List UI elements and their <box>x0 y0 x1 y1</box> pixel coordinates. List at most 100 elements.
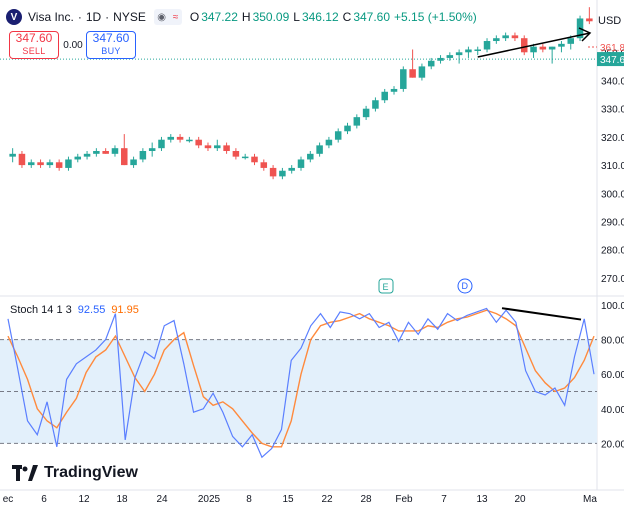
price-tick-label: 280.00 <box>601 246 624 257</box>
candle-body <box>46 162 54 166</box>
candle-body <box>111 148 119 154</box>
candle-body <box>409 69 416 78</box>
time-axis-label: 7 <box>441 494 447 505</box>
target-price-label: 361.83 <box>600 43 624 54</box>
candle-body <box>493 38 500 42</box>
wave-icon: ≈ <box>172 11 179 23</box>
close-label: C <box>342 10 352 24</box>
candle-body <box>223 145 230 151</box>
buy-button[interactable]: 347.60 BUY <box>86 31 136 59</box>
stoch-tick-label: 40.00 <box>601 405 624 416</box>
time-axis-label: 18 <box>116 494 128 505</box>
buy-label: BUY <box>101 46 121 56</box>
price-tick-label: 300.00 <box>601 189 624 200</box>
high-label: H <box>241 10 251 24</box>
candle-body <box>353 117 361 126</box>
candle-body <box>9 153 16 157</box>
candle-body <box>502 35 509 39</box>
candle-body <box>214 145 221 149</box>
trend-arrow-head <box>578 27 592 42</box>
candle-body <box>381 91 388 101</box>
price-tick-label: 290.00 <box>601 218 624 229</box>
open-label: O <box>189 10 200 24</box>
candle-body <box>520 38 528 53</box>
candle-body <box>65 159 72 168</box>
time-axis-label: 13 <box>476 494 488 505</box>
symbol-legend: V Visa Inc. · 1D · NYSE ◉ ≈ O 347.22 H 350… <box>6 6 479 28</box>
dividend-marker-text: D <box>462 281 469 291</box>
candle-body <box>167 136 175 140</box>
price-tick-label: 330.00 <box>601 105 624 116</box>
candle-body <box>539 46 547 50</box>
candle-body <box>511 35 519 39</box>
time-axis-label: 24 <box>156 494 168 505</box>
stoch-legend: Stoch 14 1 3 92.55 91.95 <box>10 304 139 316</box>
sell-button[interactable]: 347.60 SELL <box>9 31 59 59</box>
candle-body <box>158 139 165 149</box>
candle-body <box>232 151 240 157</box>
candle-body <box>455 52 463 56</box>
stoch-title[interactable]: Stoch 14 1 3 <box>10 304 72 316</box>
candle-body <box>437 57 444 61</box>
price-tick-label: 270.00 <box>601 274 624 285</box>
candle-body <box>83 153 91 157</box>
candle-body <box>316 145 323 154</box>
candle-body <box>307 153 314 160</box>
visibility-toggle[interactable]: ◉ ≈ <box>153 9 182 25</box>
time-axis-label: 12 <box>78 494 90 505</box>
symbol-name[interactable]: Visa Inc. <box>28 10 74 24</box>
candle-body <box>372 100 379 109</box>
stoch-d-value: 91.95 <box>111 304 139 316</box>
current-price-tag <box>597 52 624 67</box>
candle-body <box>344 125 351 132</box>
candle-body <box>130 159 137 166</box>
time-axis-label: Feb <box>395 494 413 505</box>
stoch-tick-label: 100.00 <box>601 301 624 312</box>
time-axis-label: 15 <box>282 494 294 505</box>
exchange-label: NYSE <box>113 10 146 24</box>
time-axis-label: ec <box>3 494 14 505</box>
candle-body <box>121 148 128 166</box>
candle-body <box>176 136 184 140</box>
spread-value: 0.00 <box>63 40 83 51</box>
stoch-d-line <box>7 309 595 448</box>
current-price-text: 347.60 <box>600 55 624 66</box>
dividend-marker <box>457 278 473 294</box>
candle-body <box>362 108 370 118</box>
candle-body <box>567 38 575 44</box>
time-axis-label: 6 <box>41 494 47 505</box>
stoch-tick-label: 20.00 <box>601 439 624 450</box>
tradingview-logo[interactable]: TradingView <box>12 462 138 484</box>
change-value: +5.15 (+1.50%) <box>394 10 477 24</box>
stoch-k-value: 92.55 <box>77 304 106 316</box>
interval-label[interactable]: 1D <box>85 10 102 24</box>
price-trend-line <box>477 32 591 58</box>
time-axis-label: 22 <box>321 494 333 505</box>
candle-body <box>148 148 156 151</box>
candle-body <box>400 69 407 89</box>
close-value: 347.60 <box>353 10 391 24</box>
candle-body <box>93 151 100 154</box>
candle-body <box>418 66 426 78</box>
candle-body <box>269 167 277 177</box>
high-value: 350.09 <box>252 10 290 24</box>
sell-label: SELL <box>22 46 46 56</box>
sell-price: 347.60 <box>15 31 53 45</box>
candle-body <box>139 151 147 160</box>
open-value: 347.22 <box>201 10 238 24</box>
low-value: 346.12 <box>301 10 339 24</box>
stoch-trend-line <box>501 307 582 321</box>
candle-body <box>204 145 212 149</box>
currency-label[interactable]: USD <box>598 15 622 27</box>
time-axis-label: 8 <box>246 494 252 505</box>
candle-body <box>474 49 481 51</box>
time-axis-label: 28 <box>360 494 372 505</box>
buy-price: 347.60 <box>92 31 130 45</box>
candle-body <box>102 151 109 154</box>
candle-body <box>241 156 249 159</box>
candle-body <box>334 131 342 140</box>
separator-dot: · <box>77 10 82 24</box>
candle-body <box>288 167 295 171</box>
